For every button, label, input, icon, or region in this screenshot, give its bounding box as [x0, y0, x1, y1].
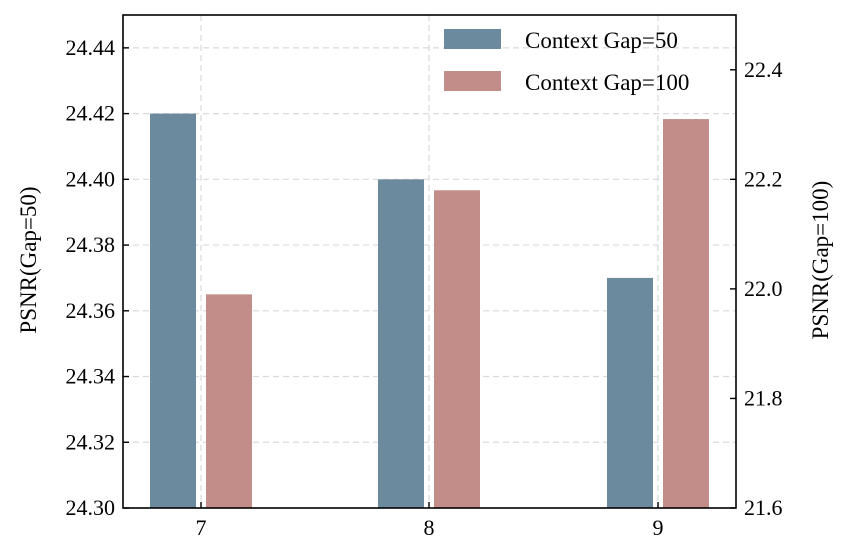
- y-tick-label-left: 24.38: [66, 232, 116, 257]
- bar-gap100-9: [663, 119, 709, 509]
- ticks: 24.30 24.32 24.34 24.36 24.38 24.40 24.42 24.44…: [66, 35, 783, 540]
- y-tick-label-right: 21.6: [744, 495, 783, 520]
- bar-gap50-8: [378, 179, 424, 509]
- y-axis-title-right: PSNR(Gap=100): [808, 181, 833, 340]
- bar-gap100-7: [206, 294, 252, 508]
- legend-label-context-gap-100: Context Gap=100: [525, 70, 689, 95]
- y-tick-label-left: 24.30: [66, 495, 116, 520]
- bar-gap100-8: [434, 190, 480, 509]
- y-tick-label-right: 22.2: [744, 166, 783, 191]
- y-tick-label-left: 24.44: [66, 35, 116, 60]
- y-tick-label-left: 24.40: [66, 166, 116, 191]
- legend-swatch-context-gap-50: [444, 29, 501, 49]
- legend: Context Gap=50 Context Gap=100: [444, 28, 689, 95]
- y-tick-label-left: 24.42: [66, 101, 116, 126]
- bars: [150, 113, 709, 509]
- legend-swatch-context-gap-100: [444, 71, 501, 91]
- y-tick-label-right: 21.8: [744, 385, 783, 410]
- x-tick-label: 7: [196, 515, 207, 540]
- y-tick-label-right: 22.0: [744, 276, 783, 301]
- x-tick-label: 9: [653, 515, 664, 540]
- y-axis-title-left: PSNR(Gap=50): [16, 186, 41, 333]
- bar-gap50-9: [607, 277, 653, 508]
- y-tick-label-left: 24.36: [66, 298, 116, 323]
- y-tick-label-right: 22.4: [744, 57, 783, 82]
- bar-gap50-7: [150, 113, 196, 508]
- y-tick-label-left: 24.32: [66, 429, 116, 454]
- legend-label-context-gap-50: Context Gap=50: [525, 28, 678, 53]
- y-tick-label-left: 24.34: [66, 364, 116, 389]
- x-tick-label: 8: [424, 515, 435, 540]
